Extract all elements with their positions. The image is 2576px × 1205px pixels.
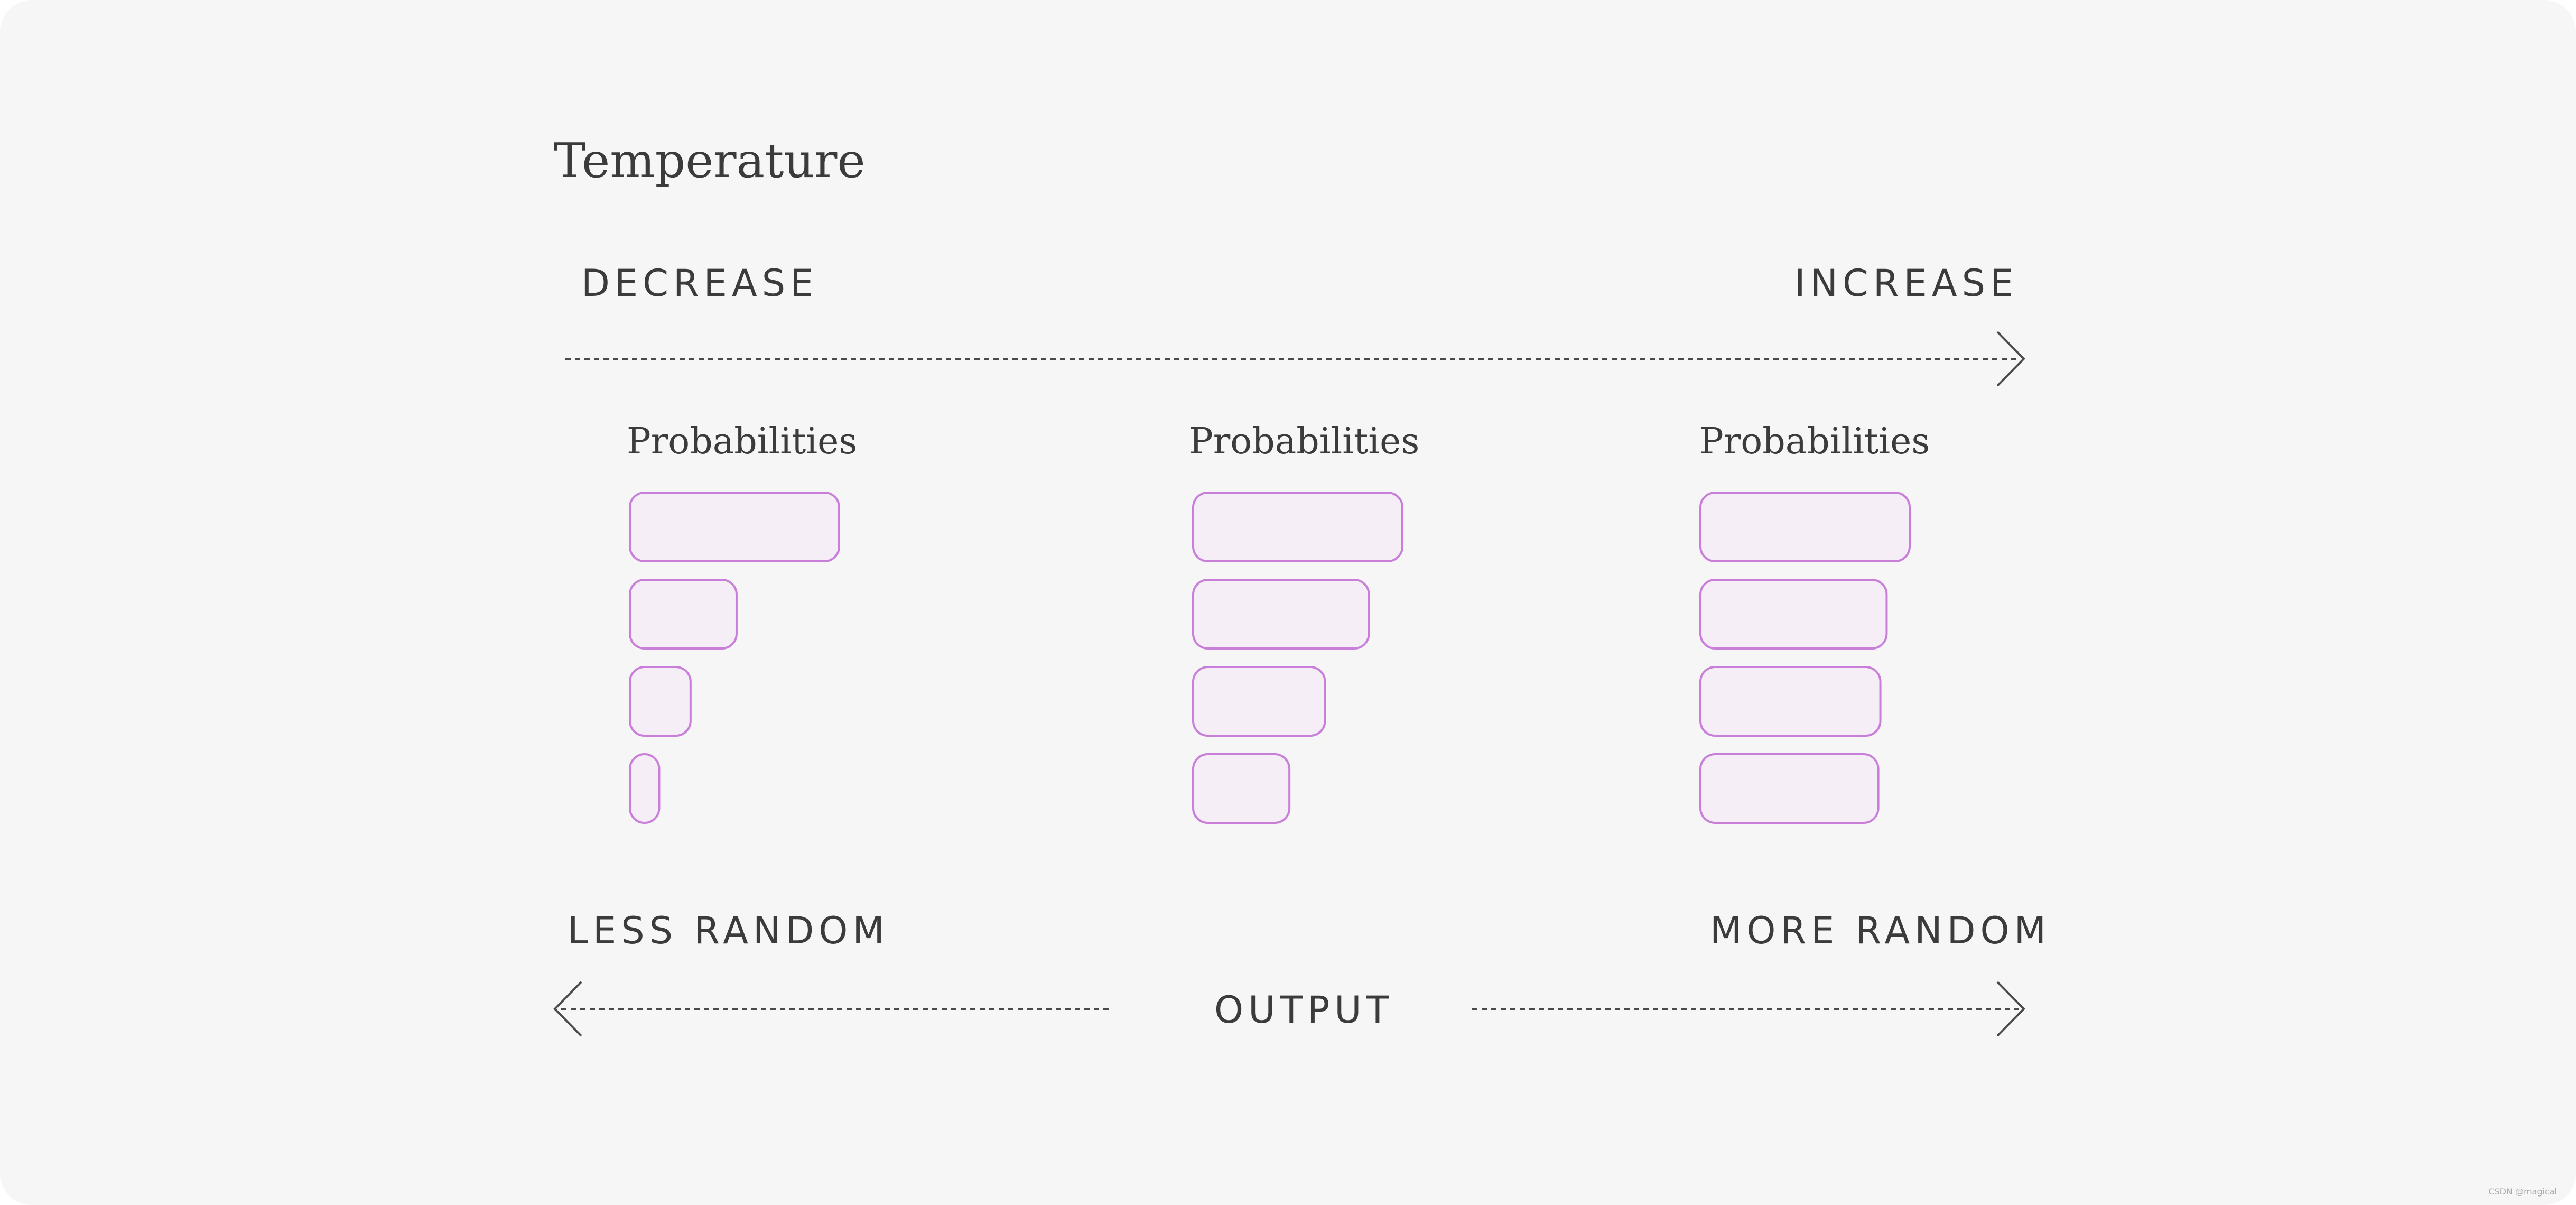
output-label: OUTPUT — [1214, 988, 1394, 1032]
probability-bar-mid-1 — [1192, 492, 1403, 562]
probability-bar-high-4 — [1699, 753, 1880, 824]
diagram-title: Temperature — [554, 133, 866, 189]
decrease-label: DECREASE — [581, 262, 819, 305]
probability-bar-mid-3 — [1192, 666, 1326, 737]
probability-bars — [629, 492, 1911, 824]
probability-bar-mid-2 — [1192, 579, 1370, 650]
probability-bar-low-4 — [629, 753, 661, 824]
probability-bar-low-2 — [629, 579, 738, 650]
watermark: CSDN @magical — [2488, 1187, 2557, 1197]
probability-bar-high-1 — [1699, 492, 1911, 562]
probability-bar-low-3 — [629, 666, 692, 737]
less-random-label: LESS RANDOM — [568, 909, 889, 952]
probability-bar-low-1 — [629, 492, 840, 562]
more-random-label: MORE RANDOM — [1710, 909, 2051, 952]
probability-bar-high-2 — [1699, 579, 1888, 650]
probabilities-label-mid: Probabilities — [1189, 421, 1420, 462]
probability-bar-high-3 — [1699, 666, 1882, 737]
right-arrowhead-icon — [1996, 981, 2025, 1037]
increase-label: INCREASE — [1794, 262, 2019, 305]
probability-bar-mid-4 — [1192, 753, 1291, 824]
probabilities-label-high: Probabilities — [1699, 421, 1930, 462]
left-arrowhead-icon — [553, 981, 582, 1037]
probabilities-label-low: Probabilities — [627, 421, 858, 462]
temperature-arrowhead-icon — [1996, 331, 2025, 387]
